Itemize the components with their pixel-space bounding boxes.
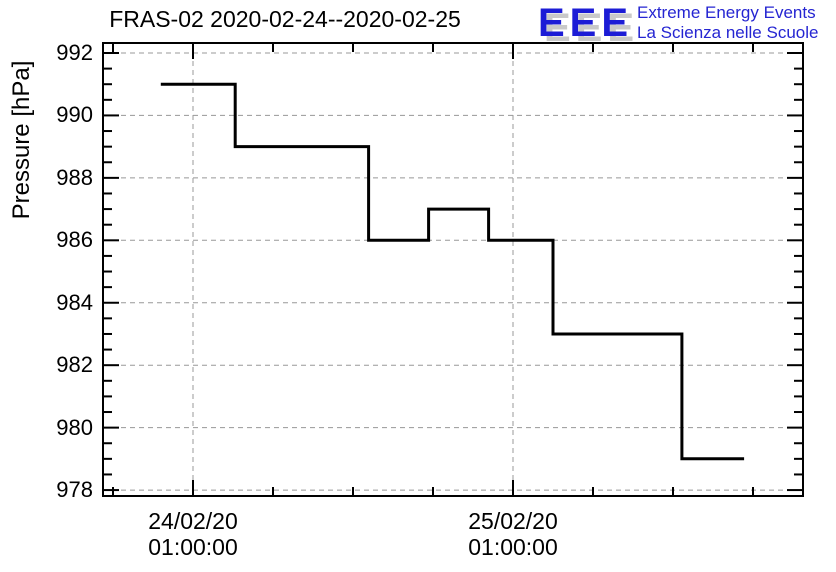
y-tick-label: 988 (56, 164, 93, 190)
eee-logo-tagline-line1: Extreme Energy Events (637, 3, 816, 22)
y-tick-label: 978 (56, 477, 93, 503)
plot-frame (102, 42, 804, 497)
eee-logo-tagline: Extreme Energy Events La Scienza nelle S… (637, 3, 818, 43)
pressure-step-line (160, 82, 745, 461)
chart-title: FRAS-02 2020-02-24--2020-02-25 (109, 6, 461, 32)
x-tick-label: 25/02/20 01:00:00 (438, 508, 588, 560)
x-tick-label: 24/02/20 01:00:00 (118, 508, 268, 560)
y-tick-label: 984 (56, 289, 93, 315)
x-tick-label-time: 01:00:00 (148, 534, 238, 560)
y-tick-label: 990 (56, 102, 93, 128)
y-tick-label: 980 (56, 414, 93, 440)
eee-logo-tagline-line2: La Scienza nelle Scuole (637, 23, 819, 42)
y-tick-label: 992 (56, 39, 93, 65)
y-tick-label: 986 (56, 227, 93, 253)
x-tick-label-date: 25/02/20 (468, 508, 558, 534)
eee-logo-letters: EEE (538, 1, 634, 45)
y-tick-label: 982 (56, 352, 93, 378)
x-tick-label-time: 01:00:00 (468, 534, 558, 560)
x-tick-label-date: 24/02/20 (148, 508, 238, 534)
